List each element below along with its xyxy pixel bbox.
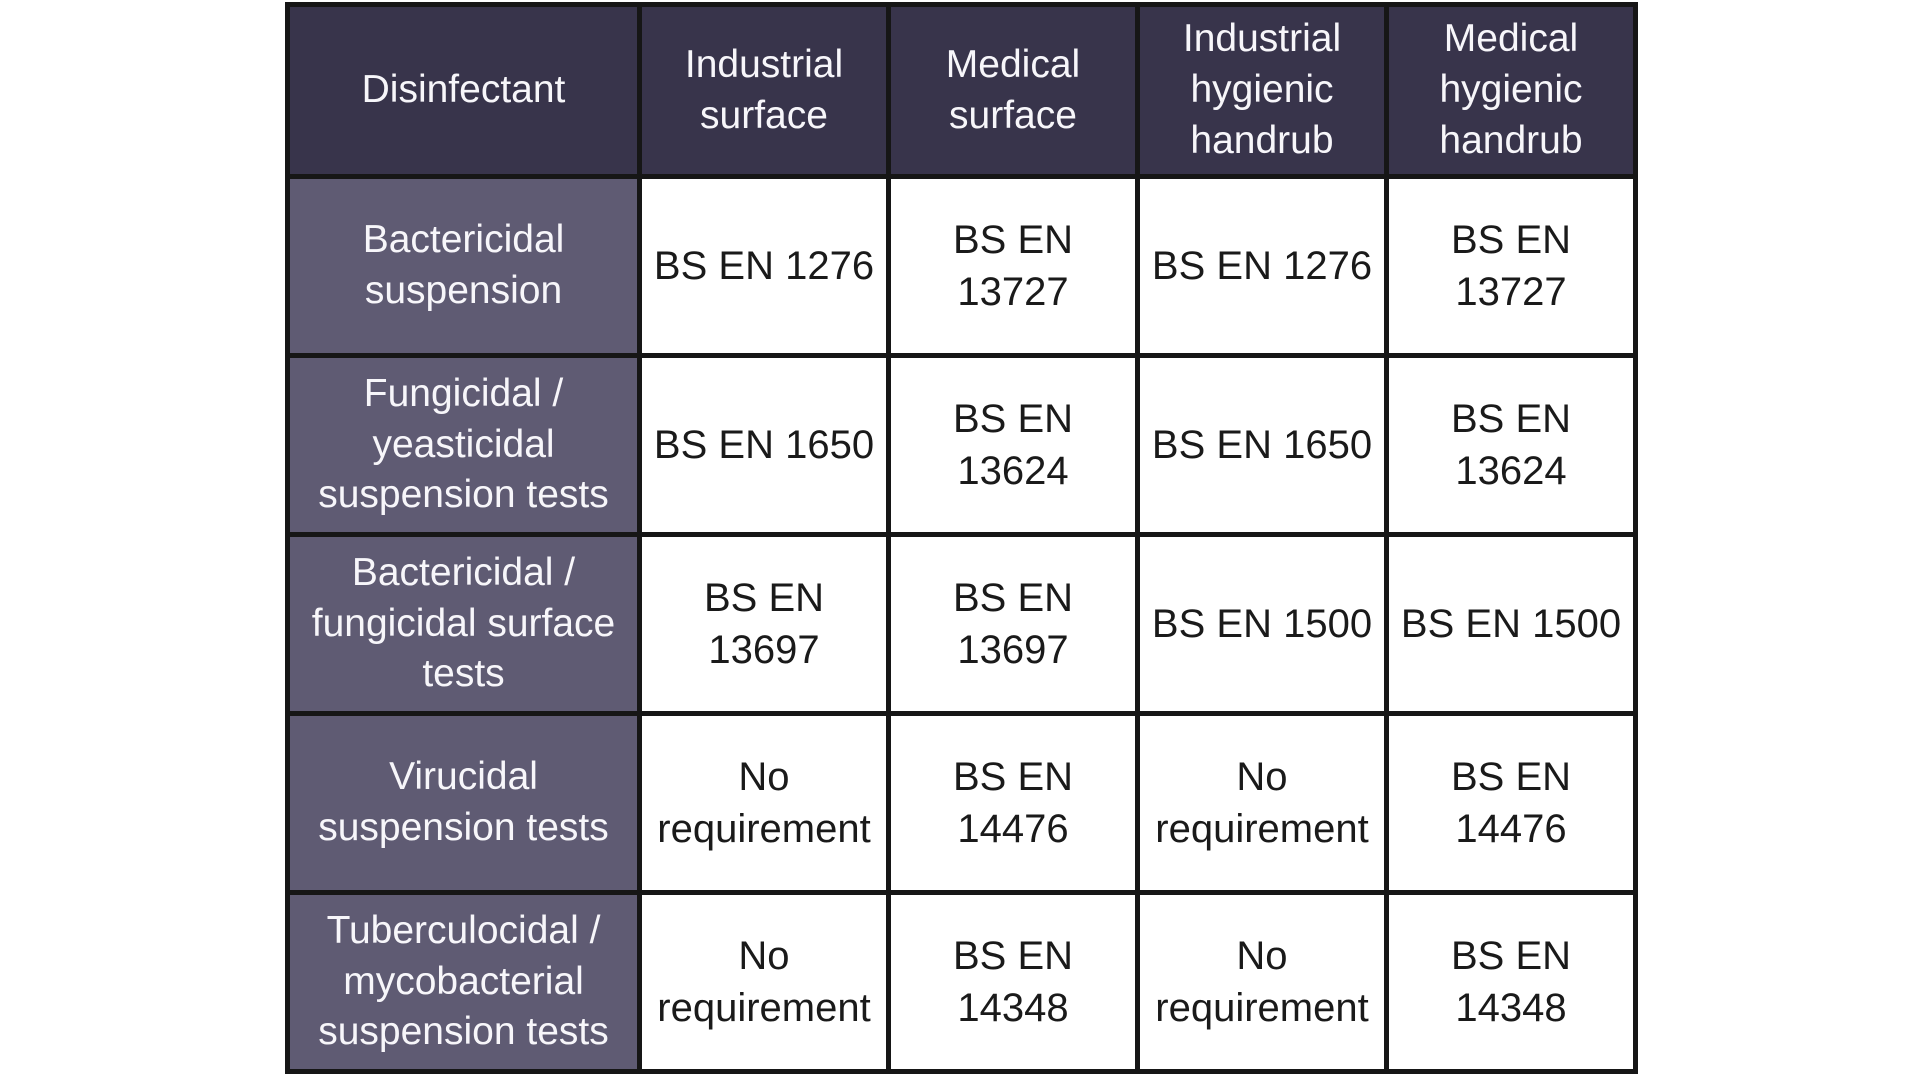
- row-label-bactericidal-suspension: Bactericidal suspension: [285, 174, 642, 358]
- data-cell-r4c2: No requirement: [1135, 890, 1389, 1074]
- table-row-bactericidal-suspension: Bactericidal suspension BS EN 1276 BS EN…: [285, 174, 1638, 358]
- data-cell-r2c3: BS EN 1500: [1384, 532, 1638, 716]
- data-cell-r4c3: BS EN 14348: [1384, 890, 1638, 1074]
- table-row-tuberculocidal-mycobacterial: Tuberculocidal / mycobacterial suspensio…: [285, 890, 1638, 1074]
- data-cell-r1c2: BS EN 1650: [1135, 353, 1389, 537]
- data-cell-r3c2: No requirement: [1135, 711, 1389, 895]
- data-cell-r1c1: BS EN 13624: [886, 353, 1140, 537]
- data-cell-r3c0: No requirement: [637, 711, 891, 895]
- data-cell-r2c1: BS EN 13697: [886, 532, 1140, 716]
- disinfectant-standards-table: Disinfectant Industrial surface Medical …: [285, 2, 1638, 1074]
- row-label-virucidal-suspension: Virucidal suspension tests: [285, 711, 642, 895]
- header-cell-disinfectant: Disinfectant: [285, 2, 642, 179]
- data-cell-r2c2: BS EN 1500: [1135, 532, 1389, 716]
- header-cell-industrial-surface: Industrial surface: [637, 2, 891, 179]
- data-cell-r1c0: BS EN 1650: [637, 353, 891, 537]
- data-cell-r4c1: BS EN 14348: [886, 890, 1140, 1074]
- data-cell-r0c1: BS EN 13727: [886, 174, 1140, 358]
- data-cell-r2c0: BS EN 13697: [637, 532, 891, 716]
- row-label-fungicidal-yeasticidal: Fungicidal / yeasticidal suspension test…: [285, 353, 642, 537]
- table-row-bactericidal-fungicidal-surface: Bactericidal / fungicidal surface tests …: [285, 532, 1638, 716]
- data-cell-r4c0: No requirement: [637, 890, 891, 1074]
- header-cell-industrial-hygienic-handrub: Industrial hygienic handrub: [1135, 2, 1389, 179]
- table-row-virucidal-suspension: Virucidal suspension tests No requiremen…: [285, 711, 1638, 895]
- row-label-tuberculocidal-mycobacterial: Tuberculocidal / mycobacterial suspensio…: [285, 890, 642, 1074]
- header-cell-medical-surface: Medical surface: [886, 2, 1140, 179]
- data-cell-r0c3: BS EN 13727: [1384, 174, 1638, 358]
- data-cell-r0c0: BS EN 1276: [637, 174, 891, 358]
- data-cell-r0c2: BS EN 1276: [1135, 174, 1389, 358]
- header-row: Disinfectant Industrial surface Medical …: [285, 2, 1638, 179]
- data-cell-r3c1: BS EN 14476: [886, 711, 1140, 895]
- row-label-bactericidal-fungicidal-surface: Bactericidal / fungicidal surface tests: [285, 532, 642, 716]
- data-cell-r3c3: BS EN 14476: [1384, 711, 1638, 895]
- header-cell-medical-hygienic-handrub: Medical hygienic handrub: [1384, 2, 1638, 179]
- table-row-fungicidal-yeasticidal: Fungicidal / yeasticidal suspension test…: [285, 353, 1638, 537]
- data-cell-r1c3: BS EN 13624: [1384, 353, 1638, 537]
